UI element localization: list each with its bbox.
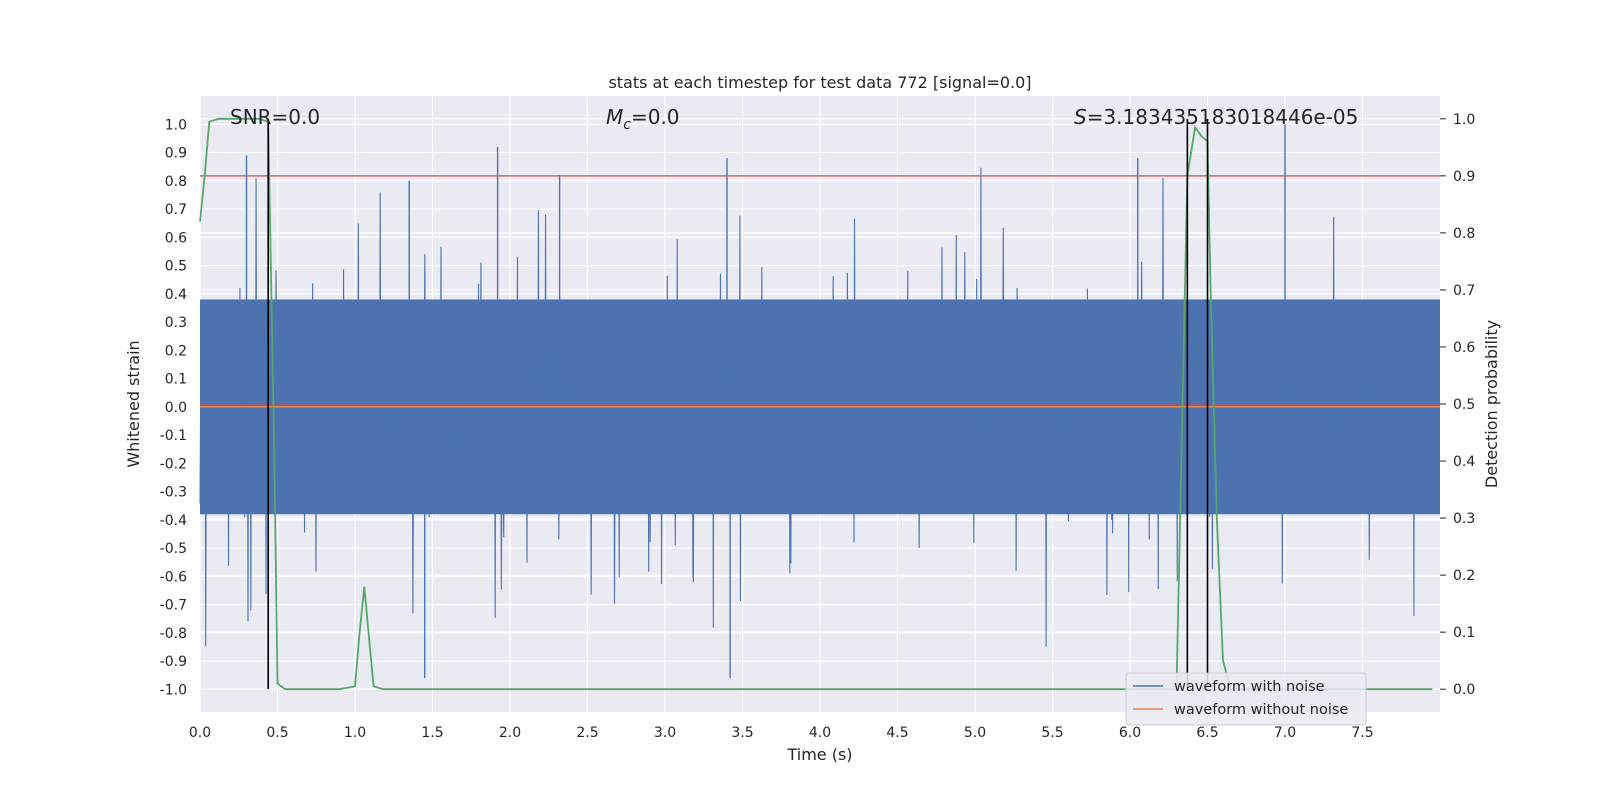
y-tick-label-right: 1.0 — [1453, 112, 1475, 128]
y-tick-label-left: -0.3 — [160, 485, 187, 501]
x-tick-label: 6.5 — [1196, 725, 1218, 741]
y-tick-label-right: 0.3 — [1453, 511, 1475, 527]
y-tick-label-left: 0.3 — [165, 315, 187, 331]
x-tick-label: 2.5 — [576, 725, 598, 741]
x-tick-label: 5.5 — [1041, 725, 1063, 741]
y-tick-label-left: 0.5 — [165, 259, 187, 275]
y-tick-label-left: 0.9 — [165, 146, 187, 162]
x-tick-label: 3.0 — [654, 725, 676, 741]
y-tick-label-left: 0.0 — [165, 400, 187, 416]
y-tick-label-left: 0.1 — [165, 372, 187, 388]
y-axis-label-left: Whitened strain — [124, 340, 143, 467]
y-tick-label-left: -0.8 — [160, 626, 187, 642]
x-tick-label: 1.0 — [344, 725, 366, 741]
x-ticks: 0.0 0.5 1.0 1.5 2.0 2.5 3.0 3.5 4.0 4.5 5.0 5.5 6.0 6… — [189, 725, 1374, 741]
s-annotation: S=3.183435183018446e-05 — [1074, 105, 1358, 129]
series-detection-probability — [199, 117, 1433, 691]
y-tick-label-right: 0.4 — [1453, 454, 1475, 470]
y-tick-label-left: -0.7 — [160, 598, 187, 614]
lines-layer — [199, 117, 1440, 691]
x-tick-label: 4.5 — [886, 725, 908, 741]
y-tick-label-left: -0.5 — [160, 541, 187, 557]
x-tick-label: 2.0 — [499, 725, 521, 741]
x-tick-label: 1.5 — [421, 725, 443, 741]
y-tick-label-left: -0.9 — [160, 654, 187, 670]
chart-title: stats at each timestep for test data 772… — [608, 73, 1031, 92]
y-tick-label-left: -0.2 — [160, 456, 187, 472]
x-tick-label: 6.0 — [1119, 725, 1141, 741]
x-tick-label: 7.0 — [1274, 725, 1296, 741]
y-tick-label-right: 0.5 — [1453, 397, 1475, 413]
x-tick-label: 7.5 — [1351, 725, 1373, 741]
y-tick-label-left: 0.2 — [165, 343, 187, 359]
y-tick-label-right: 0.7 — [1453, 283, 1475, 299]
x-tick-label: 5.0 — [964, 725, 986, 741]
x-tick-label: 0.5 — [266, 725, 288, 741]
y-tick-label-left: -0.4 — [160, 513, 187, 529]
y-tick-label-left: 0.8 — [165, 174, 187, 190]
legend-label-waveform-without-noise: waveform without noise — [1174, 702, 1348, 718]
y-tick-label-left: 0.7 — [165, 202, 187, 218]
legend: waveform with noise waveform without noi… — [1125, 672, 1367, 726]
chirp-mass-annotation: Mc=0.0 — [606, 105, 680, 133]
x-tick-label: 3.5 — [731, 725, 753, 741]
y-tick-label-left: -0.6 — [160, 569, 187, 585]
x-tick-label: 0.0 — [189, 725, 211, 741]
y-tick-label-left: -1.0 — [160, 682, 187, 698]
legend-label-waveform-with-noise: waveform with noise — [1174, 679, 1325, 695]
y-tick-label-right: 0.6 — [1453, 340, 1475, 356]
y-tick-label-left: 0.6 — [165, 230, 187, 246]
y-ticks-left: -1.0 -0.9 -0.8 -0.7 -0.6 -0.5 -0.4 -0.3 -0.2 -0.1… — [160, 117, 187, 698]
y-tick-label-right: 0.2 — [1453, 568, 1475, 584]
snr-annotation: SNR=0.0 — [230, 105, 320, 129]
y-tick-label-right: 0.0 — [1453, 682, 1475, 698]
legend-box — [1125, 672, 1367, 726]
x-axis-label: Time (s) — [786, 745, 852, 764]
y-axis-label-right: Detection probability — [1482, 320, 1501, 488]
y-tick-label-right: 0.1 — [1453, 625, 1475, 641]
y-tick-label-right: 0.9 — [1453, 169, 1475, 185]
y-tick-label-left: 0.4 — [165, 287, 187, 303]
x-tick-label: 4.0 — [809, 725, 831, 741]
series-waveform-with-noise — [199, 167, 1436, 647]
y-tick-label-left: -0.1 — [160, 428, 187, 444]
y-tick-label-left: 1.0 — [165, 117, 187, 133]
y-tick-label-right: 0.8 — [1453, 226, 1475, 242]
y-ticks-right: 0.0 0.1 0.2 0.3 0.4 0.5 0.6 0.7 0.8 0.9 1.0 — [1440, 112, 1475, 698]
